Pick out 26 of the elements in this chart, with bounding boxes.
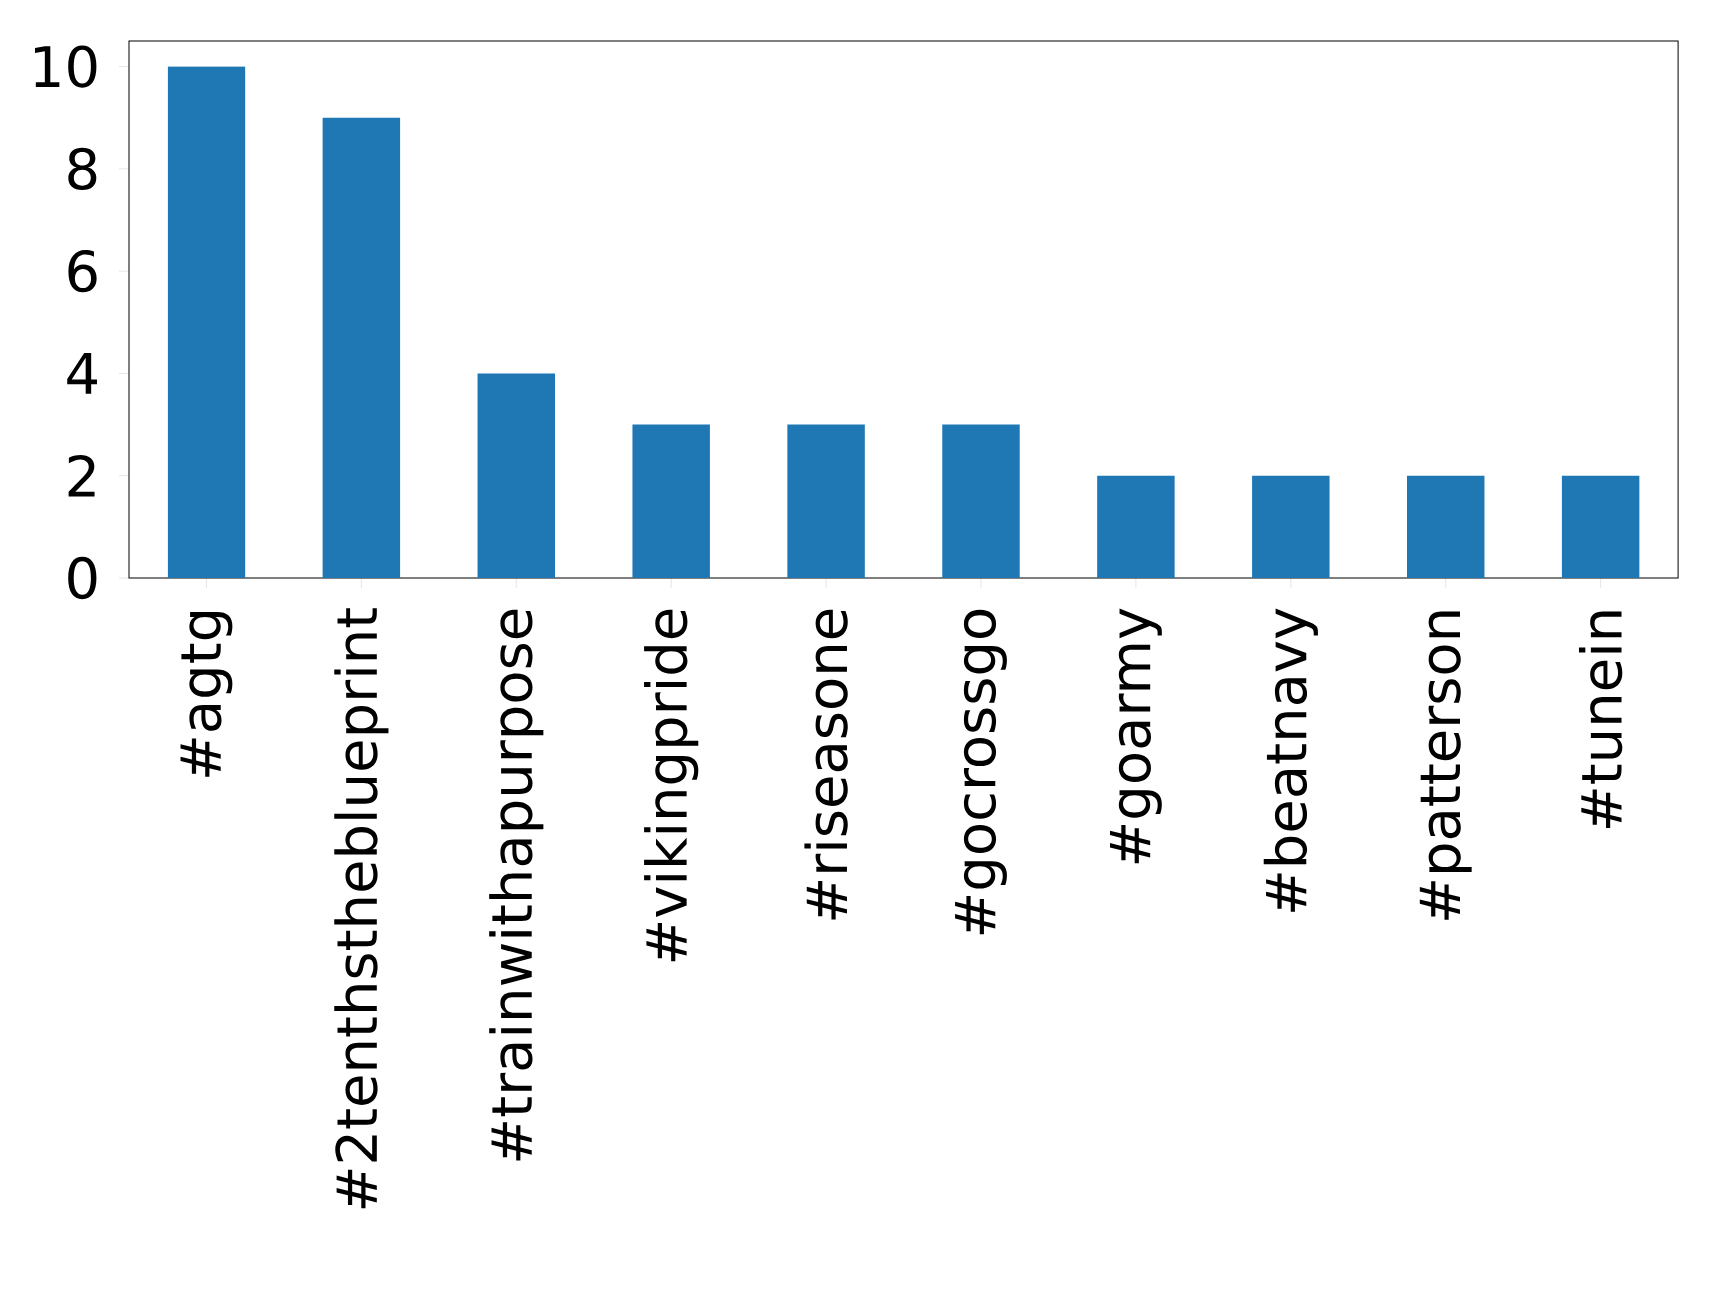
x-tick-label: #2tenthstheblueprint: [334, 608, 389, 1209]
bar: [477, 373, 555, 578]
bar: [1097, 475, 1175, 578]
x-tick-label: #agtg: [180, 611, 233, 777]
bar: [322, 117, 401, 578]
y-tick-label: 6: [68, 249, 97, 293]
y-tick-label: 2: [68, 454, 95, 497]
x-tick-label: #patterson: [1419, 611, 1472, 920]
bar: [787, 424, 865, 578]
bar: [942, 424, 1020, 578]
y-tick-label: 4: [67, 353, 97, 394]
x-tick-label: #gocrossgo: [955, 609, 1007, 935]
y-tick-label: 10: [35, 45, 97, 88]
x-tick-label: #vikingpride: [644, 609, 699, 962]
bar: [1561, 475, 1640, 578]
bar: [632, 424, 710, 578]
bar: [1252, 475, 1330, 578]
y-tick-label: 8: [68, 147, 97, 191]
bar: [1407, 475, 1485, 578]
x-tick-label: #tunein: [1578, 611, 1623, 828]
x-tick-label: #beatnavy: [1263, 608, 1318, 912]
x-tick-label: #riseasone: [804, 609, 848, 920]
y-tick-label: 0: [68, 556, 97, 600]
x-tick-label: #goarmy: [1109, 608, 1162, 864]
bar: [167, 66, 246, 578]
x-tick-label: #trainwithapurpose: [489, 609, 544, 1161]
